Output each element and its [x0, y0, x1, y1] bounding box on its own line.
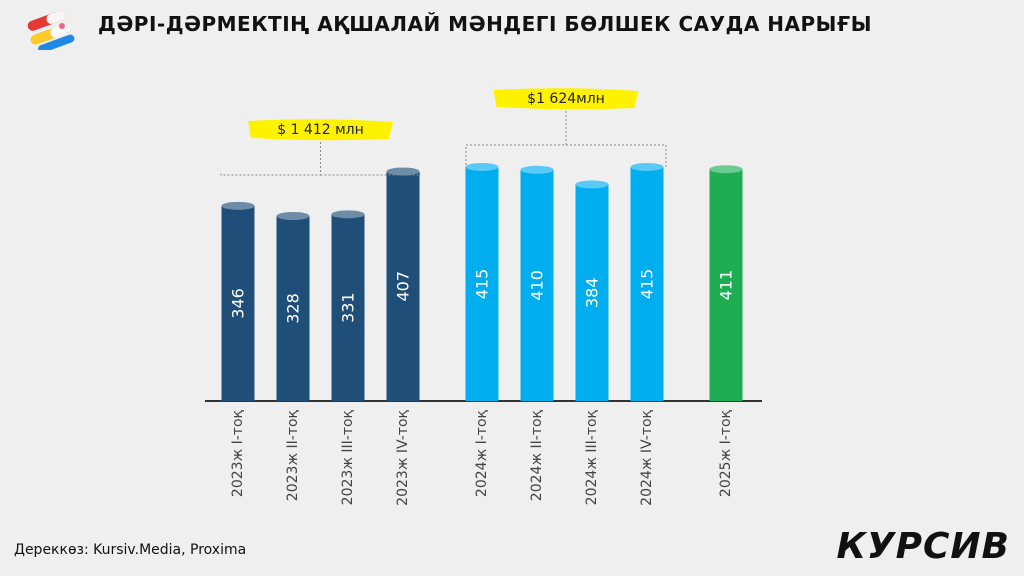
annotation-label: $ 1 412 млн — [277, 122, 364, 138]
annotation-label: $1 624млн — [527, 91, 605, 107]
category-label: 2024ж IV-тоқ — [639, 409, 655, 505]
pills-icon — [27, 10, 75, 50]
category-label: 2023ж II-тоқ — [285, 409, 301, 501]
bar-cap — [331, 210, 365, 219]
source-note: Дереккөз: Kursiv.Media, Proxima — [14, 542, 247, 558]
bar-cap — [709, 165, 743, 174]
category-label: 2024ж III-тоқ — [584, 409, 600, 505]
bar-value-label: 331 — [339, 292, 358, 323]
category-label: 2023ж I-тоқ — [230, 409, 246, 497]
bar-cap — [630, 162, 664, 171]
bar — [575, 184, 609, 401]
bar-value-label: 410 — [528, 270, 547, 301]
bar — [221, 205, 255, 401]
brand-logo: КУРСИВ — [836, 526, 1010, 567]
bar-value-label: 384 — [583, 277, 602, 308]
bar — [465, 166, 499, 401]
bar — [520, 169, 554, 401]
bar-value-label: 407 — [394, 271, 413, 302]
annotation-bracket — [220, 142, 421, 176]
bar-value-label: 415 — [638, 269, 657, 300]
bar-cap — [465, 162, 499, 171]
page-title: ДӘРІ-ДӘРМЕКТІҢ АҚШАЛАЙ МӘНДЕГІ БӨЛШЕК СА… — [98, 12, 872, 36]
category-label: 2023ж III-тоқ — [340, 409, 356, 505]
category-label: 2023ж IV-тоқ — [395, 409, 411, 505]
bar — [276, 216, 310, 401]
bar — [331, 214, 365, 401]
bar-value-label: 415 — [473, 269, 492, 300]
category-label: 2024ж I-тоқ — [474, 409, 490, 497]
annotation-bracket — [465, 111, 667, 169]
bar-value-label: 328 — [284, 293, 303, 324]
bar — [709, 169, 743, 401]
bar-value-label: 411 — [717, 270, 736, 301]
bar — [630, 166, 664, 401]
annotation-highlight — [493, 88, 639, 110]
bar-cap — [575, 180, 609, 189]
category-label: 2024ж II-тоқ — [529, 409, 545, 501]
bar — [386, 171, 420, 401]
category-label: 2025ж I-тоқ — [718, 409, 734, 497]
bar-cap — [221, 201, 255, 210]
annotation-highlight — [248, 119, 393, 141]
bar-cap — [276, 212, 310, 221]
bar-cap — [386, 167, 420, 176]
bar-cap — [520, 165, 554, 174]
bar-value-label: 346 — [229, 288, 248, 319]
